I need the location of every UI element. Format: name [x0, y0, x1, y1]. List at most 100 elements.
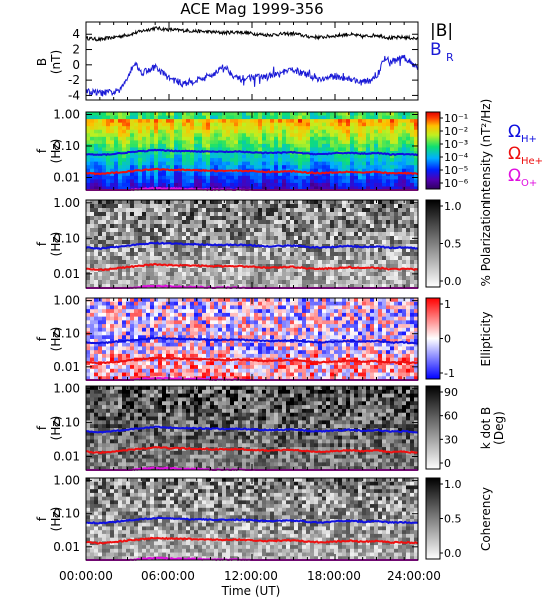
heatmap-cell — [358, 175, 363, 180]
heatmap-cell — [98, 272, 103, 277]
heatmap-cell — [358, 119, 363, 124]
heatmap-cell — [150, 372, 155, 377]
heatmap-cell — [238, 260, 243, 265]
heatmap-cell — [386, 143, 391, 148]
heatmap-cell — [118, 298, 123, 303]
heatmap-cell — [150, 228, 155, 233]
heatmap-cell — [410, 186, 415, 191]
heatmap-cell — [254, 200, 259, 205]
heatmap-cell — [366, 112, 371, 117]
heatmap-cell — [398, 161, 403, 166]
heatmap-cell — [318, 220, 323, 225]
heatmap-cell — [262, 212, 267, 217]
heatmap-cell — [258, 312, 263, 318]
heatmap-cell — [122, 175, 127, 180]
heatmap-cell — [166, 339, 171, 344]
heatmap-cell — [138, 324, 143, 329]
heatmap-cell — [274, 122, 279, 127]
heatmap-cell — [266, 342, 271, 347]
heatmap-cell — [214, 284, 219, 289]
heatmap-cell — [202, 252, 207, 257]
heatmap-cell — [174, 129, 179, 134]
heatmap-cell — [170, 216, 175, 221]
heatmap-cell — [318, 264, 323, 269]
heatmap-cell — [394, 244, 399, 249]
heatmap-cell — [270, 179, 275, 184]
heatmap-cell — [374, 126, 379, 131]
heatmap-cell — [242, 182, 247, 187]
heatmap-cell — [414, 248, 419, 253]
heatmap-cell — [122, 280, 127, 285]
heatmap-cell — [318, 136, 323, 141]
heatmap-cell — [86, 357, 91, 362]
heatmap-cell — [274, 309, 279, 314]
heatmap-cell — [134, 143, 139, 148]
heatmap-cell — [110, 252, 115, 257]
heatmap-cell — [326, 140, 331, 145]
heatmap-cell — [278, 122, 283, 127]
heatmap-cell — [234, 280, 239, 285]
heatmap-cell — [94, 133, 99, 138]
heatmap-cell — [122, 298, 127, 303]
heatmap-cell — [162, 335, 167, 340]
heatmap-cell — [130, 298, 135, 303]
heatmap-cell — [170, 112, 175, 117]
colorbar-label: Intensity (nT²/Hz) — [479, 99, 493, 204]
heatmap-cell — [198, 151, 203, 156]
heatmap-cell — [270, 301, 275, 306]
heatmap-cell — [114, 327, 119, 333]
heatmap-cell — [306, 264, 311, 269]
heatmap-cell — [106, 161, 111, 166]
heatmap-cell — [210, 220, 215, 225]
heatmap-cell — [258, 240, 263, 245]
heatmap-cell — [102, 122, 107, 127]
heatmap-cell — [230, 331, 235, 336]
heatmap-cell — [214, 252, 219, 257]
heatmap-cell — [250, 260, 255, 265]
heatmap-cell — [186, 216, 191, 221]
heatmap-cell — [122, 284, 127, 289]
heatmap-cell — [390, 216, 395, 221]
heatmap-cell — [402, 228, 407, 233]
heatmap-cell — [122, 268, 127, 273]
heatmap-cell — [326, 112, 331, 117]
heatmap-cell — [242, 119, 247, 124]
heatmap-cell — [274, 353, 279, 359]
heatmap-cell — [234, 220, 239, 225]
heatmap-cell — [274, 372, 279, 377]
heatmap-cell — [306, 165, 311, 170]
heatmap-cell — [146, 179, 151, 184]
heatmap-cell — [250, 147, 255, 152]
heatmap-cell — [374, 216, 379, 221]
heatmap-cell — [130, 276, 135, 281]
heatmap-cell — [154, 208, 159, 213]
heatmap-cell — [346, 272, 351, 277]
heatmap-cell — [282, 200, 287, 205]
heatmap-cell — [230, 256, 235, 261]
heatmap-cell — [234, 133, 239, 138]
heatmap-cell — [370, 280, 375, 285]
heatmap-cell — [206, 276, 211, 281]
heatmap-cell — [286, 320, 291, 325]
heatmap-cell — [358, 228, 363, 233]
heatmap-cell — [366, 240, 371, 245]
heatmap-cell — [134, 151, 139, 156]
heatmap-cell — [318, 284, 323, 289]
heatmap-cell — [382, 272, 387, 277]
heatmap-cell — [174, 357, 179, 362]
heatmap-cell — [146, 365, 151, 370]
heatmap-cell — [110, 268, 115, 273]
heatmap-cell — [378, 129, 383, 134]
heatmap-cell — [342, 119, 347, 124]
heatmap-cell — [138, 305, 143, 310]
heatmap-cell — [294, 200, 299, 205]
heatmap-cell — [158, 224, 163, 229]
heatmap-cell — [198, 252, 203, 257]
heatmap-cell — [202, 301, 207, 306]
heatmap-cell — [114, 112, 119, 117]
heatmap-cell — [162, 240, 167, 245]
heatmap-cell — [242, 342, 247, 347]
heatmap-cell — [218, 284, 223, 289]
heatmap-cell — [98, 154, 103, 159]
heatmap-cell — [246, 365, 251, 370]
